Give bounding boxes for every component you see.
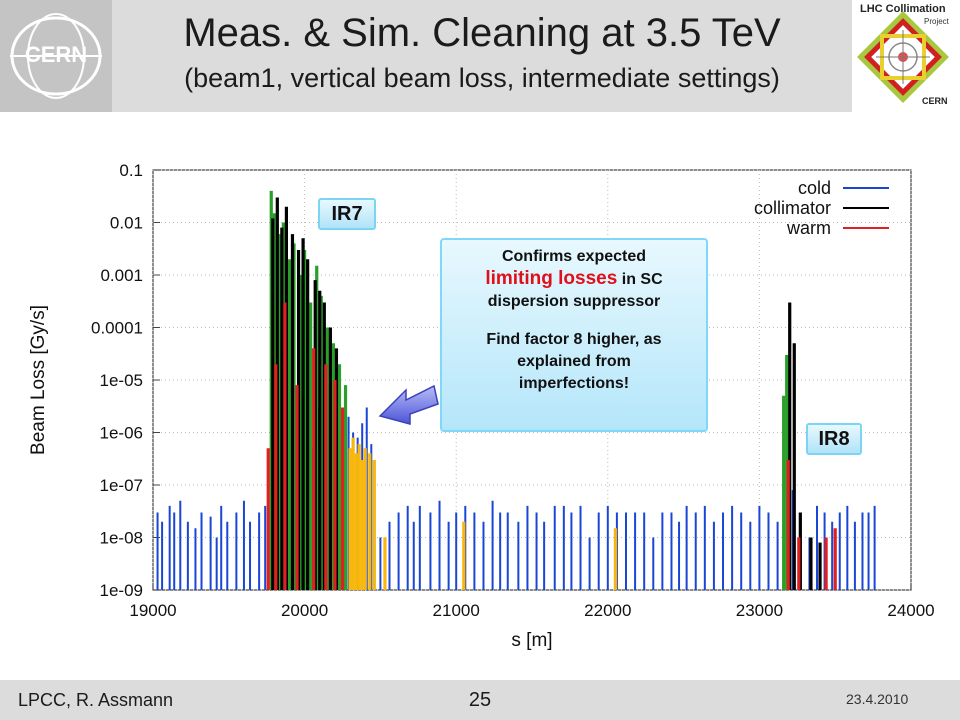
callout-arrow-icon xyxy=(378,384,439,425)
cern-logo-text: CERN xyxy=(25,42,87,67)
annotation-box: Confirms expected limiting losses in SC … xyxy=(440,238,708,432)
lhc-collimation-logo: LHC Collimation Project CERN xyxy=(852,0,960,112)
callout-line-6: imperfections! xyxy=(518,375,630,392)
ir7-label: IR7 xyxy=(318,198,376,230)
y-tick-label: 1e-06 xyxy=(100,424,143,443)
footer-author: LPCC, R. Assmann xyxy=(18,690,174,710)
y-tick-label: 0.001 xyxy=(100,266,143,285)
lhc-logo-project: Project xyxy=(924,17,950,26)
cern-logo: CERN xyxy=(0,0,112,112)
y-tick-label: 1e-05 xyxy=(100,371,143,390)
lhc-collimation-graphic: LHC Collimation Project CERN xyxy=(857,3,950,106)
ir8-label: IR8 xyxy=(806,423,862,455)
y-tick-label: 1e-09 xyxy=(100,581,143,600)
page-number: 25 xyxy=(468,689,492,711)
y-axis-label: Beam Loss [Gy/s] xyxy=(28,305,49,455)
lhc-logo-cern: CERN xyxy=(922,96,948,106)
y-tick-label: 0.1 xyxy=(119,161,143,180)
page-title: Meas. & Sim. Cleaning at 3.5 TeV xyxy=(183,11,781,55)
x-tick-label: 21000 xyxy=(433,601,480,620)
y-tick-label: 0.0001 xyxy=(91,319,143,338)
callout-line-4: Find factor 8 higher, as xyxy=(486,331,662,348)
callout-line-2: limiting losses in SC xyxy=(450,268,698,291)
y-tick-label: 1e-08 xyxy=(100,529,143,548)
cern-logo-graphic: CERN xyxy=(10,13,102,99)
x-tick-label: 20000 xyxy=(281,601,328,620)
legend-label: cold xyxy=(798,178,831,198)
callout-line-5: explained from xyxy=(517,353,631,370)
callout-line-1: Confirms expected xyxy=(501,248,647,265)
callout-line-2-rest: in SC xyxy=(617,271,663,288)
y-tick-label: 0.01 xyxy=(110,214,143,233)
legend-label: collimator xyxy=(754,198,831,218)
x-axis-label: s [m] xyxy=(511,630,552,651)
callout-highlight: limiting losses xyxy=(485,268,618,289)
x-tick-label: 22000 xyxy=(584,601,631,620)
header-bar xyxy=(0,0,960,112)
x-tick-label: 23000 xyxy=(736,601,783,620)
y-tick-label: 1e-07 xyxy=(100,476,143,495)
callout-line-3: dispersion suppressor xyxy=(487,293,661,310)
footer-bar: LPCC, R. Assmann 25 23.4.2010 xyxy=(0,680,960,720)
x-tick-label: 19000 xyxy=(129,601,176,620)
legend-label: warm xyxy=(786,218,831,238)
footer-date: 23.4.2010 xyxy=(846,691,909,707)
x-tick-label: 24000 xyxy=(887,601,934,620)
lhc-logo-title: LHC Collimation xyxy=(860,3,946,15)
page-subtitle: (beam1, vertical beam loss, intermediate… xyxy=(184,63,780,93)
